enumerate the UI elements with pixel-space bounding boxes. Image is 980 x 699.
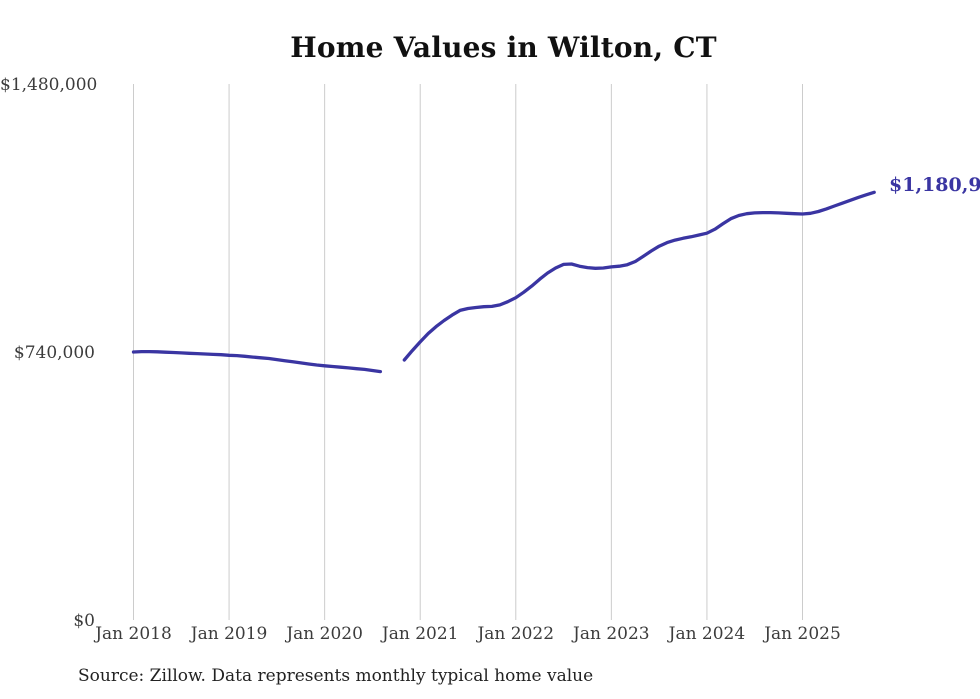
x-tick-jan-2025: Jan 2025 bbox=[764, 624, 841, 644]
source-note: Source: Zillow. Data represents monthly … bbox=[78, 666, 594, 686]
chart-title: Home Values in Wilton, CT bbox=[290, 31, 717, 64]
x-tick-jan-2024: Jan 2024 bbox=[668, 624, 746, 644]
line-segment-1 bbox=[131, 349, 383, 374]
y-tick-0: $0 bbox=[73, 611, 95, 631]
latest-value-label: $1,180,97 bbox=[889, 174, 980, 196]
x-tick-jan-2019: Jan 2019 bbox=[190, 624, 268, 644]
line-segment-2 bbox=[402, 190, 876, 362]
x-tick-jan-2023: Jan 2023 bbox=[573, 624, 650, 644]
y-tick-740000: $740,000 bbox=[13, 343, 95, 363]
home-value-line bbox=[131, 190, 876, 374]
vertical-gridlines bbox=[133, 84, 804, 620]
x-tick-jan-2022: Jan 2022 bbox=[477, 624, 555, 644]
x-tick-jan-2020: Jan 2020 bbox=[286, 624, 363, 644]
x-tick-jan-2021: Jan 2021 bbox=[381, 624, 459, 644]
x-tick-jan-2018: Jan 2018 bbox=[95, 624, 172, 644]
y-tick-1480000: $1,480,000 bbox=[0, 75, 98, 95]
